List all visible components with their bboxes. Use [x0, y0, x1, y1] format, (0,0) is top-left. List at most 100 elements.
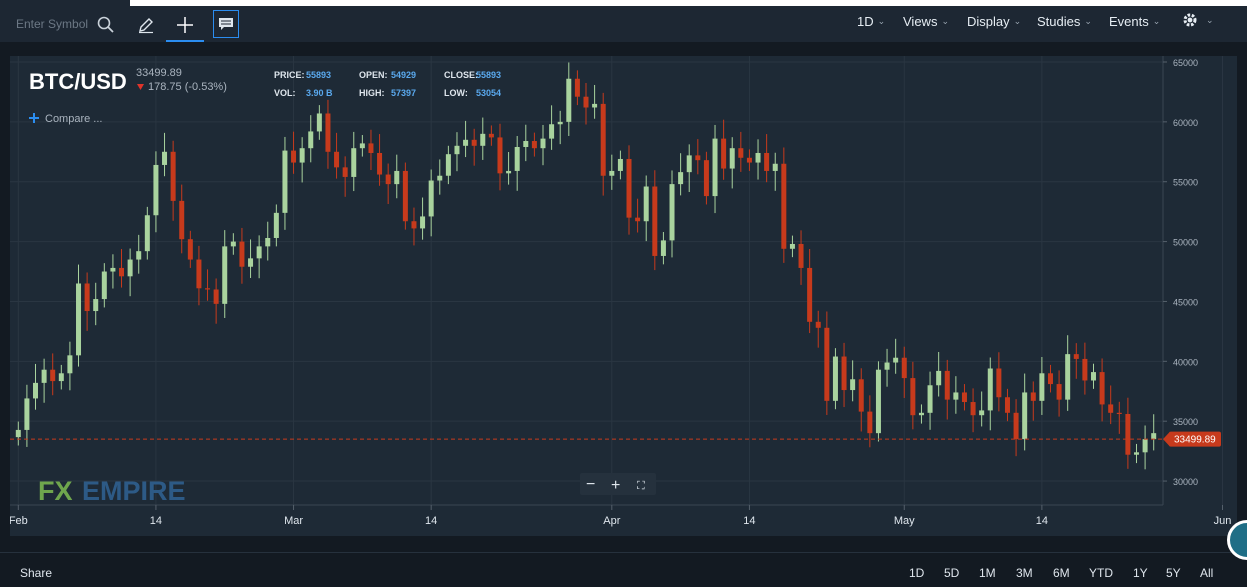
candle-down[interactable] [798, 243, 804, 268]
candle-up[interactable] [67, 355, 73, 374]
candle-down[interactable] [497, 137, 503, 174]
candle-down[interactable] [944, 370, 950, 400]
candle-up[interactable] [953, 392, 959, 400]
range-5y[interactable]: 5Y [1166, 566, 1181, 580]
candle-up[interactable] [789, 243, 795, 249]
candle-up[interactable] [162, 151, 168, 165]
candle-down[interactable] [213, 289, 219, 304]
candle-up[interactable] [110, 267, 116, 272]
candle-up[interactable] [1065, 354, 1071, 400]
candle-down[interactable] [652, 186, 658, 256]
candle-up[interactable] [445, 154, 451, 176]
candle-down[interactable] [385, 174, 391, 185]
search-icon[interactable] [97, 16, 114, 38]
candle-up[interactable] [136, 251, 142, 260]
candle-up[interactable] [58, 373, 64, 382]
candle-up[interactable] [1133, 452, 1139, 455]
candle-up[interactable] [729, 148, 735, 169]
candle-up[interactable] [316, 113, 322, 132]
candle-down[interactable] [746, 157, 752, 163]
candle-down[interactable] [205, 288, 211, 290]
candle-down[interactable] [1047, 373, 1053, 385]
candlestick-chart[interactable]: 65000 60000 55000 50000 45000 40000 35000 30000… [9, 56, 1237, 536]
candle-down[interactable] [1013, 412, 1019, 440]
candle-up[interactable] [222, 246, 228, 304]
candle-down[interactable] [488, 133, 494, 138]
candle-down[interactable] [170, 151, 176, 201]
candle-up[interactable] [557, 121, 563, 125]
candle-down[interactable] [1108, 404, 1114, 413]
candle-down[interactable] [1056, 384, 1062, 400]
candle-down[interactable] [635, 217, 641, 222]
candle-up[interactable] [1022, 392, 1028, 440]
candle-up[interactable] [609, 170, 615, 176]
candle-up[interactable] [420, 216, 426, 229]
candle-down[interactable] [703, 160, 709, 197]
candle-up[interactable] [437, 175, 443, 181]
candle-up[interactable] [514, 146, 520, 171]
candle-up[interactable] [936, 370, 942, 386]
candle-down[interactable] [471, 139, 477, 146]
candle-up[interactable] [549, 124, 555, 139]
candle-up[interactable] [127, 259, 133, 277]
candle-up[interactable] [265, 237, 271, 247]
symbol-search[interactable]: Enter Symbol [6, 12, 124, 36]
candle-up[interactable] [755, 152, 761, 163]
candle-up[interactable] [93, 299, 99, 312]
range-3m[interactable]: 3M [1016, 566, 1033, 580]
candle-up[interactable] [643, 186, 649, 222]
candle-down[interactable] [841, 356, 847, 391]
candle-up[interactable] [712, 138, 718, 197]
candle-down[interactable] [1030, 392, 1036, 401]
candle-up[interactable] [256, 246, 262, 259]
candle-up[interactable] [428, 180, 434, 217]
events-menu[interactable]: Events ⌄ [1109, 14, 1160, 29]
candle-up[interactable] [480, 133, 486, 146]
candle-down[interactable] [239, 241, 245, 267]
range-ytd[interactable]: YTD [1089, 566, 1113, 580]
candle-up[interactable] [308, 131, 314, 149]
candle-down[interactable] [600, 103, 606, 176]
candle-down[interactable] [411, 221, 417, 229]
candle-down[interactable] [179, 200, 185, 240]
candle-down[interactable] [368, 143, 374, 153]
candle-up[interactable] [617, 158, 623, 171]
candle-down[interactable] [291, 150, 297, 163]
interval-menu[interactable]: 1D ⌄ [857, 14, 885, 29]
candle-up[interactable] [927, 385, 933, 413]
candle-up[interactable] [566, 78, 572, 122]
range-5d[interactable]: 5D [944, 566, 960, 580]
settings-menu[interactable]: ⌄ [1182, 12, 1214, 28]
chart-panel[interactable]: 65000 60000 55000 50000 45000 40000 35000 30000… [9, 56, 1237, 536]
candle-down[interactable] [1004, 397, 1010, 413]
candle-up[interactable] [76, 283, 82, 356]
candle-down[interactable] [824, 327, 830, 401]
candle-down[interactable] [531, 141, 537, 149]
candle-down[interactable] [807, 267, 813, 322]
candle-down[interactable] [1125, 414, 1131, 455]
candle-down[interactable] [574, 78, 580, 97]
draw-tool[interactable] [128, 10, 164, 40]
candle-up[interactable] [540, 138, 546, 149]
candle-up[interactable] [1151, 433, 1157, 440]
candle-up[interactable] [772, 163, 778, 171]
range-6m[interactable]: 6M [1053, 566, 1070, 580]
candle-up[interactable] [15, 429, 21, 438]
candle-down[interactable] [377, 152, 383, 175]
compare-label[interactable]: Compare ... [45, 113, 102, 125]
candle-up[interactable] [41, 369, 47, 383]
candle-down[interactable] [334, 151, 340, 168]
candle-down[interactable] [626, 158, 632, 218]
crosshair-tool[interactable] [166, 10, 204, 42]
candle-down[interactable] [1073, 354, 1079, 359]
candle-down[interactable] [1082, 358, 1088, 381]
candle-up[interactable] [592, 103, 598, 108]
candle-up[interactable] [884, 362, 890, 370]
candle-up[interactable] [359, 143, 365, 149]
studies-menu[interactable]: Studies ⌄ [1037, 14, 1092, 29]
candle-down[interactable] [721, 138, 727, 169]
compare-button[interactable]: Compare ... [29, 113, 102, 125]
candle-down[interactable] [196, 259, 202, 289]
candle-down[interactable] [342, 167, 348, 177]
candle-up[interactable] [273, 212, 279, 238]
